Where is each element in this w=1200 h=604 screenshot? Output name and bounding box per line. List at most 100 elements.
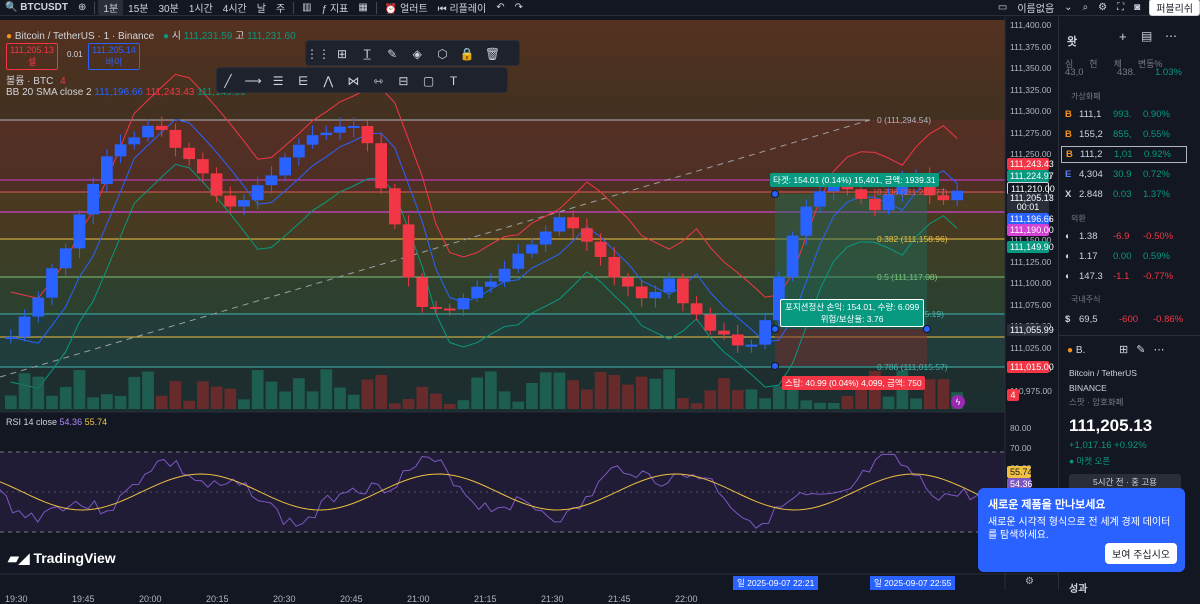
candle-body — [114, 144, 127, 157]
alert-button[interactable]: ⏰ 얼러트 — [384, 4, 428, 15]
watchlist-row[interactable]: X 2.848 0.03 1.37% — [1065, 189, 1170, 200]
template-icon[interactable]: ⊞ — [337, 47, 348, 61]
replay-button[interactable]: ⏮ 리플레이 — [437, 4, 487, 15]
details-name[interactable]: Bitcoin / TetherUS — [1069, 368, 1137, 378]
quick-search-icon[interactable]: ⌕ — [1082, 2, 1089, 13]
interval-day[interactable]: 날 — [256, 4, 266, 15]
watchlist-row[interactable]: B 111,1 993. 0.90% — [1065, 109, 1170, 120]
popup-show-button[interactable]: 보여 주십시오 — [1105, 543, 1177, 564]
measure-icon[interactable]: ⇿ — [373, 74, 384, 88]
rect-icon[interactable]: ▢ — [422, 74, 435, 88]
list-icon[interactable]: ▤ — [1141, 29, 1153, 43]
section-fx[interactable]: 외환 — [1071, 214, 1086, 223]
chart-area[interactable]: ● Bitcoin / TetherUS · 1 · Binance ● 시 1… — [0, 17, 1058, 604]
candle-type-icon[interactable]: ▥ — [302, 2, 312, 13]
parallel-channel-icon[interactable]: ☰ — [272, 74, 284, 88]
row-change: 993. — [1113, 109, 1132, 120]
legend-title[interactable]: Bitcoin / TetherUS · 1 · Binance — [14, 31, 155, 42]
add-icon[interactable]: + — [1119, 29, 1127, 44]
time-settings-icon[interactable]: ⚙ — [1025, 576, 1034, 587]
position-handle[interactable] — [923, 325, 931, 333]
fib-icon[interactable]: ⋿ — [297, 74, 309, 88]
col-symbol[interactable]: 심 — [1065, 59, 1074, 69]
lock-icon[interactable]: 🔒 — [459, 47, 475, 61]
tradingview-logo[interactable]: ▰◢ TradingView — [8, 550, 116, 567]
col-price[interactable]: 현 — [1089, 59, 1098, 69]
volume-bar — [786, 378, 799, 409]
performance-header[interactable]: 성과 — [1069, 584, 1088, 595]
layout-select-icon[interactable]: ▭ — [997, 2, 1008, 13]
interval-30m[interactable]: 30분 — [158, 4, 179, 15]
elliott-icon[interactable]: ⋈ — [347, 74, 360, 88]
details-symbol[interactable]: B. — [1075, 345, 1086, 356]
watchlist-row[interactable]: ◐ 1.17 0.00 0.59% — [1065, 251, 1170, 262]
undo-icon[interactable]: ↶ — [496, 2, 505, 13]
fill-icon[interactable]: ◈ — [412, 47, 422, 61]
more-icon[interactable]: ⋯ — [1165, 29, 1177, 43]
add-symbol-icon[interactable]: ⊕ — [78, 2, 87, 13]
watchlist-row[interactable]: B 111,2 1,01 0.92% — [1061, 146, 1187, 163]
watchlist-row[interactable]: ◐ 147.3 -1.1 -0.77% — [1065, 271, 1173, 282]
fib-label-382: 0.382 (111,158.96) — [877, 234, 948, 244]
volume-bar — [773, 386, 785, 409]
edit-icon[interactable]: ✎ — [1136, 344, 1154, 356]
drag-handle-icon[interactable]: ⋮⋮ — [306, 47, 330, 61]
position-target-label: 타겟: 154.01 (0.14%) 15,401, 금액: 1939.31 — [770, 173, 939, 187]
brush-icon[interactable]: ✎ — [387, 47, 398, 61]
interval-1h[interactable]: 1시간 — [188, 4, 213, 15]
layout-icon[interactable]: ▦ — [358, 2, 368, 13]
watchlist-row[interactable]: $ 69,5 -600 -0.86% — [1065, 314, 1183, 325]
position-handle[interactable] — [771, 362, 779, 370]
more-icon[interactable]: ⋯ — [1153, 344, 1173, 356]
section-crypto[interactable]: 가상화폐 — [1071, 92, 1101, 101]
visibility-icon[interactable]: ⬡ — [437, 47, 448, 61]
interval-4h[interactable]: 4시간 — [222, 4, 247, 15]
volume-label: 볼륨 · BTC — [6, 76, 54, 87]
grid-icon[interactable]: ⊞ — [1119, 344, 1137, 356]
range-icon[interactable]: ⊟ — [398, 74, 409, 88]
news-chip[interactable]: 5시간 전 · 홍 고용 — [1069, 474, 1181, 490]
watchlist-row[interactable]: E 4,304 30.9 0.72% — [1065, 169, 1170, 180]
section-stocks[interactable]: 국내주식 — [1071, 295, 1101, 304]
layout-name[interactable]: 이름없음 — [1017, 4, 1055, 15]
position-handle[interactable] — [771, 190, 779, 198]
candle-body — [87, 183, 99, 215]
text-tool-icon[interactable]: T — [449, 74, 458, 88]
symbol-search[interactable]: 🔍 BTCUSDT — [5, 2, 69, 13]
chevron-down-icon[interactable]: ⌄ — [1064, 2, 1073, 13]
trendline-icon[interactable]: ╱ — [224, 74, 232, 88]
candle-body — [800, 206, 813, 236]
settings-icon[interactable]: ⚙ — [1098, 2, 1108, 13]
watchlist-title[interactable]: 왓 — [1067, 36, 1078, 48]
pattern-icon[interactable]: ⋀ — [323, 74, 334, 88]
text-icon[interactable]: T̲ — [363, 47, 371, 61]
redo-icon[interactable]: ↷ — [514, 2, 524, 13]
rsi-label: RSI 14 close — [6, 417, 58, 427]
trash-icon[interactable]: 🗑 — [484, 47, 501, 61]
sell-button[interactable]: 111,205.13 셀 — [6, 43, 58, 70]
watchlist-row[interactable]: 43,0 438. 1.03% — [1065, 67, 1182, 78]
indicators-button[interactable]: ƒ 지표 — [321, 4, 349, 15]
time-axis-label: 20:45 — [340, 594, 363, 604]
col-change-pct[interactable]: 변동% — [1137, 59, 1163, 69]
candle-body — [567, 217, 579, 229]
price-axis-label: 111,275.00 — [1010, 127, 1052, 138]
interval-15m[interactable]: 15분 — [128, 4, 149, 15]
lightning-icon[interactable]: ϟ — [951, 395, 965, 409]
interval-week[interactable]: 주 — [275, 4, 286, 15]
camera-icon[interactable]: ◙ — [1134, 2, 1141, 13]
col-change[interactable]: 체 — [1113, 59, 1122, 69]
row-pct: 1.37% — [1143, 189, 1170, 200]
ray-icon[interactable]: ⟶ — [244, 74, 262, 88]
candle-body — [553, 217, 566, 232]
symbol-label: BTCUSDT — [20, 2, 69, 13]
watchlist-row[interactable]: B 155,2 855, 0.55% — [1065, 129, 1170, 140]
alert-label: 얼러트 — [400, 4, 428, 15]
current-price-tag: 111,224.97 — [1007, 170, 1054, 182]
fullscreen-icon[interactable]: ⛶ — [1117, 2, 1125, 13]
buy-button[interactable]: 111,205.14 바이 — [88, 43, 140, 70]
interval-1m[interactable]: 1분 — [98, 0, 124, 15]
watchlist-row[interactable]: ◐ 1.38 -6.9 -0.50% — [1065, 231, 1173, 242]
publish-button[interactable]: 퍼블리쉬 — [1149, 0, 1200, 16]
position-handle[interactable] — [771, 325, 779, 333]
